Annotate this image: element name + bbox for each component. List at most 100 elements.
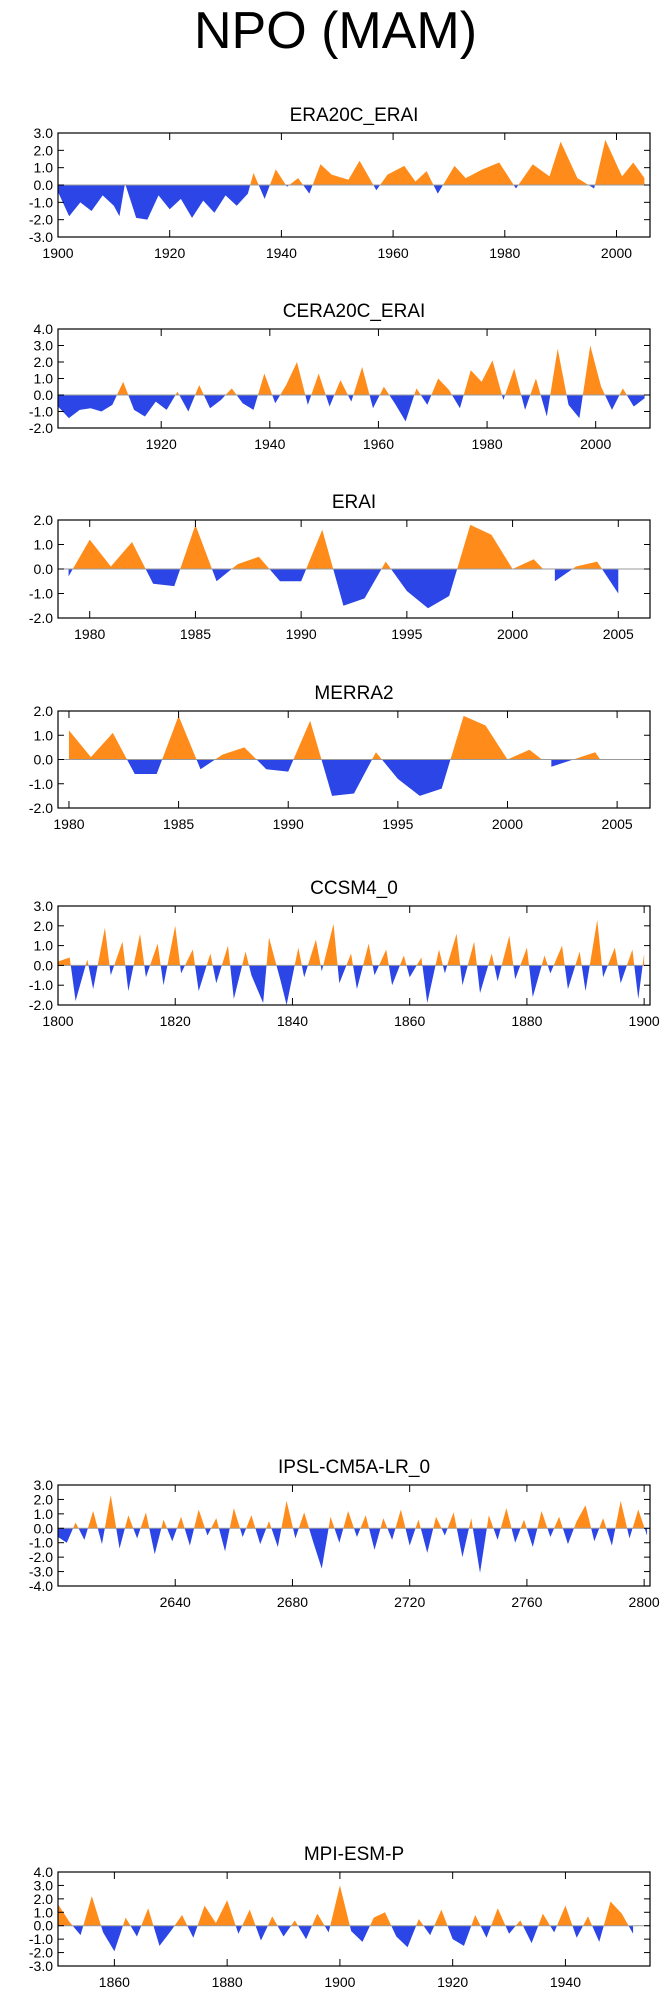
y-tick-label: 2.0 <box>34 918 54 934</box>
panel-title: IPSL-CM5A-LR_0 <box>278 1457 430 1478</box>
x-tick-label: 1980 <box>489 245 520 261</box>
y-tick-label: 1.0 <box>34 727 54 743</box>
panel-title: CERA20C_ERAI <box>283 301 426 322</box>
y-tick-label: -4.0 <box>29 1578 53 1594</box>
positive-area <box>58 919 645 966</box>
y-tick-label: 0.0 <box>34 177 54 193</box>
negative-area <box>58 1528 648 1574</box>
y-tick-label: 1.0 <box>34 371 54 387</box>
panel-2: CERA20C_ERAI 4.03.02.01.00.0-1.0-2.0 1920 1… <box>29 301 651 452</box>
x-tick-label: 1940 <box>266 245 297 261</box>
y-tick-label: -1.0 <box>29 1535 53 1551</box>
x-tick-label: 2680 <box>277 1594 308 1610</box>
x-tick-label: 1860 <box>99 1974 130 1990</box>
y-tick-label: 3.0 <box>34 1477 54 1493</box>
negative-area <box>127 759 618 796</box>
x-tick-label: 1960 <box>363 436 394 452</box>
x-tick-label: 1990 <box>273 816 304 832</box>
y-tick-label: -2.0 <box>29 1945 53 1961</box>
x-tick-label: 1995 <box>391 626 422 642</box>
x-tick-label: 1860 <box>394 1013 425 1029</box>
negative-area <box>58 395 645 422</box>
x-tick-label: 1920 <box>437 1974 468 1990</box>
y-tick-label: 3.0 <box>34 338 54 354</box>
x-tick-label: 1920 <box>154 245 185 261</box>
y-tick-label: 1.0 <box>34 537 54 553</box>
x-tick-label: 1900 <box>42 245 73 261</box>
x-tick-label: 1880 <box>511 1013 542 1029</box>
y-tick-label: -1.0 <box>29 977 53 993</box>
x-tick-label: 1900 <box>324 1974 355 1990</box>
y-tick-label: 0.0 <box>34 957 54 973</box>
y-tick-label: -3.0 <box>29 1564 53 1580</box>
x-tick-label: 1980 <box>53 816 84 832</box>
x-tick-label: 2000 <box>580 436 611 452</box>
x-tick-label: 2800 <box>629 1594 660 1610</box>
y-tick-label: 1.0 <box>34 1904 54 1920</box>
x-tick-label: 2720 <box>394 1594 425 1610</box>
y-tick-label: -1.0 <box>29 404 53 420</box>
x-tick-label: 1985 <box>163 816 194 832</box>
y-tick-label: -3.0 <box>29 1958 53 1974</box>
x-tick-label: 2760 <box>511 1594 542 1610</box>
y-tick-label: -2.0 <box>29 1549 53 1565</box>
y-tick-label: -1.0 <box>29 776 53 792</box>
x-tick-label: 1920 <box>146 436 177 452</box>
y-tick-label: 2.0 <box>34 142 54 158</box>
x-tick-label: 2000 <box>497 626 528 642</box>
y-tick-label: -1.0 <box>29 1931 53 1947</box>
x-tick-label: 1940 <box>254 436 285 452</box>
x-tick-label: 1880 <box>212 1974 243 1990</box>
y-tick-label: 4.0 <box>34 1864 54 1880</box>
y-tick-label: 1.0 <box>34 160 54 176</box>
positive-area <box>116 345 627 395</box>
y-tick-label: 1.0 <box>34 938 54 954</box>
y-tick-label: -2.0 <box>29 610 53 626</box>
y-tick-label: 3.0 <box>34 1877 54 1893</box>
x-tick-label: 1820 <box>160 1013 191 1029</box>
plot-frame <box>57 1484 651 1587</box>
negative-area <box>58 185 595 220</box>
y-tick-label: 0.0 <box>34 752 54 768</box>
panel-6: IPSL-CM5A-LR_0 3.02.01.00.0-1.0-2.0-3.0-4… <box>29 1457 660 1610</box>
x-tick-label: 1980 <box>74 626 105 642</box>
y-tick-label: -3.0 <box>29 229 53 245</box>
y-tick-label: -1.0 <box>29 586 53 602</box>
panel-title: CCSM4_0 <box>310 878 398 899</box>
y-tick-label: 4.0 <box>34 321 54 337</box>
x-tick-label: 2640 <box>160 1594 191 1610</box>
x-tick-label: 2005 <box>603 626 634 642</box>
y-tick-label: 1.0 <box>34 1506 54 1522</box>
y-tick-label: 0.0 <box>34 1520 54 1536</box>
panel-title: ERA20C_ERAI <box>290 105 419 126</box>
y-tick-label: 0.0 <box>34 1918 54 1934</box>
positive-area <box>124 139 645 185</box>
y-tick-label: 2.0 <box>34 354 54 370</box>
x-tick-label: 2000 <box>601 245 632 261</box>
y-tick-label: 2.0 <box>34 1891 54 1907</box>
panel-title: ERAI <box>332 492 376 513</box>
negative-area <box>70 965 643 1005</box>
y-tick-label: -2.0 <box>29 212 53 228</box>
y-tick-label: 3.0 <box>34 125 54 141</box>
y-tick-label: -2.0 <box>29 420 53 436</box>
x-tick-label: 1995 <box>382 816 413 832</box>
plot-frame <box>57 1871 651 1967</box>
negative-area <box>68 569 619 609</box>
x-tick-label: 1990 <box>286 626 317 642</box>
positive-area <box>73 1495 645 1529</box>
positive-area <box>72 524 603 569</box>
x-tick-label: 1900 <box>629 1013 660 1029</box>
positive-area <box>68 715 601 760</box>
x-tick-label: 1840 <box>277 1013 308 1029</box>
x-tick-label: 1800 <box>42 1013 73 1029</box>
x-tick-label: 2005 <box>602 816 633 832</box>
x-tick-label: 1960 <box>378 245 409 261</box>
y-tick-label: -2.0 <box>29 997 53 1013</box>
panel-title: MERRA2 <box>314 683 393 704</box>
plot-frame <box>57 905 651 1006</box>
